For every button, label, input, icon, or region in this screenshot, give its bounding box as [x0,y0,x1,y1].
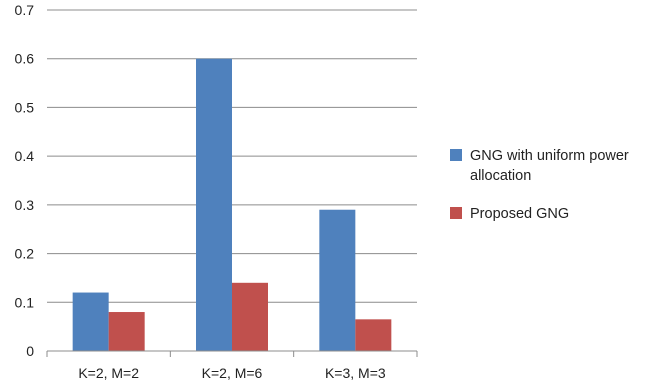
y-tick-label: 0.7 [15,2,35,18]
legend-swatch-series-2 [450,207,462,219]
y-tick-label: 0.6 [15,51,35,67]
bar-series-1-3 [319,209,356,351]
bar-series-2-3 [355,319,392,351]
legend-label-series-1: GNG with uniform power allocation [470,148,629,184]
x-category-label: K=3, M=3 [325,365,386,381]
x-category-label: K=2, M=2 [78,365,139,381]
y-tick-label: 0 [26,343,34,359]
x-category-label: K=2, M=6 [202,365,263,381]
legend: GNG with uniform power allocation Propos… [450,146,655,242]
bar-series-1-1 [72,292,109,351]
bar-series-1-2 [196,58,232,351]
y-tick-label: 0.1 [15,294,35,310]
y-tick-label: 0.2 [15,246,35,262]
y-axis-tick-labels: 0 0.1 0.2 0.3 0.4 0.5 0.6 0.7 [15,2,35,359]
x-axis-category-labels: K=2, M=2 K=2, M=6 K=3, M=3 [78,365,386,381]
x-axis [46,350,418,357]
y-tick-label: 0.4 [15,148,35,164]
bar-series-2-1 [108,312,145,351]
bar-series-2-2 [232,282,268,351]
legend-item-series-2: Proposed GNG [450,204,655,224]
bars [72,58,392,351]
y-tick-label: 0.3 [15,197,35,213]
legend-swatch-series-1 [450,149,462,161]
y-tick-label: 0.5 [15,99,35,115]
legend-item-series-1: GNG with uniform power allocation [450,146,655,186]
legend-label-series-2: Proposed GNG [470,206,570,222]
